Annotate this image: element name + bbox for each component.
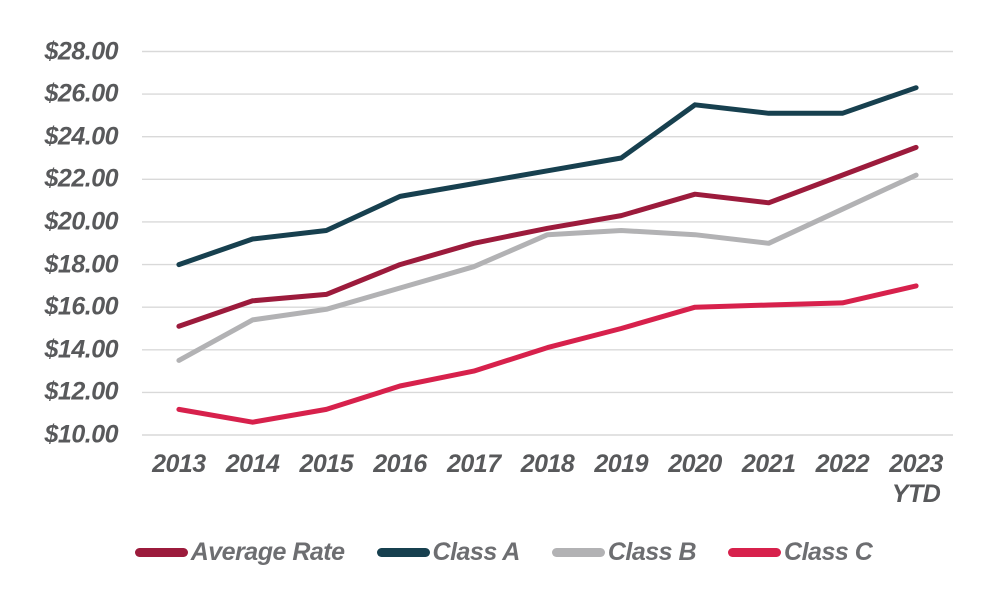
x-axis-label-line: 2019 <box>594 450 648 478</box>
y-axis-label: $18.00 <box>44 250 119 279</box>
x-axis-label-line: 2020 <box>668 450 722 478</box>
x-axis-label: 2013 <box>124 449 234 479</box>
x-axis-label: 2017 <box>419 449 529 479</box>
x-axis-label-line: 2023 <box>889 450 943 478</box>
x-axis-label-line: 2013 <box>152 450 206 478</box>
x-axis-label: 2022 <box>787 449 897 479</box>
legend-item-average-rate: Average Rate <box>134 538 345 567</box>
x-axis-label: 2019 <box>566 449 676 479</box>
x-axis-label: 2020 <box>640 449 750 479</box>
chart-canvas <box>142 50 953 436</box>
series-line-class-b <box>176 172 919 363</box>
y-axis-label: $26.00 <box>44 79 119 108</box>
y-axis-label: $20.00 <box>44 207 119 236</box>
legend-item-class-b: Class B <box>551 538 697 567</box>
x-axis-label-line: 2016 <box>373 450 427 478</box>
series-line-average-rate <box>176 144 919 329</box>
legend-swatch-class-b <box>551 548 605 557</box>
legend-label: Class A <box>432 538 521 566</box>
series-line-class-c <box>176 283 919 425</box>
y-axis-label: $24.00 <box>44 122 119 151</box>
x-axis-label: 2015 <box>271 449 381 479</box>
y-axis-label: $16.00 <box>44 292 119 321</box>
x-axis-label-line: 2017 <box>446 450 501 478</box>
series-line-class-a <box>176 85 919 268</box>
x-axis-label-line: YTD <box>891 480 941 508</box>
x-axis-label-line: 2015 <box>299 450 354 478</box>
x-axis-label: 2014 <box>198 449 308 479</box>
chart-legend: Average Rate Class A Class B Class C <box>0 538 1007 567</box>
legend-item-class-c: Class C <box>728 538 873 567</box>
x-axis-label: 2016 <box>345 449 455 479</box>
legend-label: Average Rate <box>190 538 345 566</box>
x-axis-label-line: 2018 <box>520 450 575 478</box>
x-axis-label: 2018 <box>493 449 603 479</box>
x-axis-label: 2021 <box>714 449 824 479</box>
legend-label: Class B <box>607 538 697 566</box>
y-axis-label: $12.00 <box>44 377 119 406</box>
x-axis-label-line: 2022 <box>815 450 870 478</box>
x-axis-label-line: 2021 <box>741 450 796 478</box>
legend-swatch-average-rate <box>134 548 188 557</box>
y-axis-label: $14.00 <box>44 335 119 364</box>
y-axis-label: $28.00 <box>44 37 119 65</box>
x-axis-label: 2023 YTD <box>861 449 971 509</box>
legend-swatch-class-a <box>376 548 430 557</box>
legend-swatch-class-c <box>728 548 782 557</box>
y-axis-label: $10.00 <box>44 420 119 449</box>
legend-item-class-a: Class A <box>376 538 521 567</box>
legend-label: Class C <box>784 538 873 566</box>
y-axis-label: $22.00 <box>44 164 119 193</box>
x-axis-label-line: 2014 <box>225 450 280 478</box>
